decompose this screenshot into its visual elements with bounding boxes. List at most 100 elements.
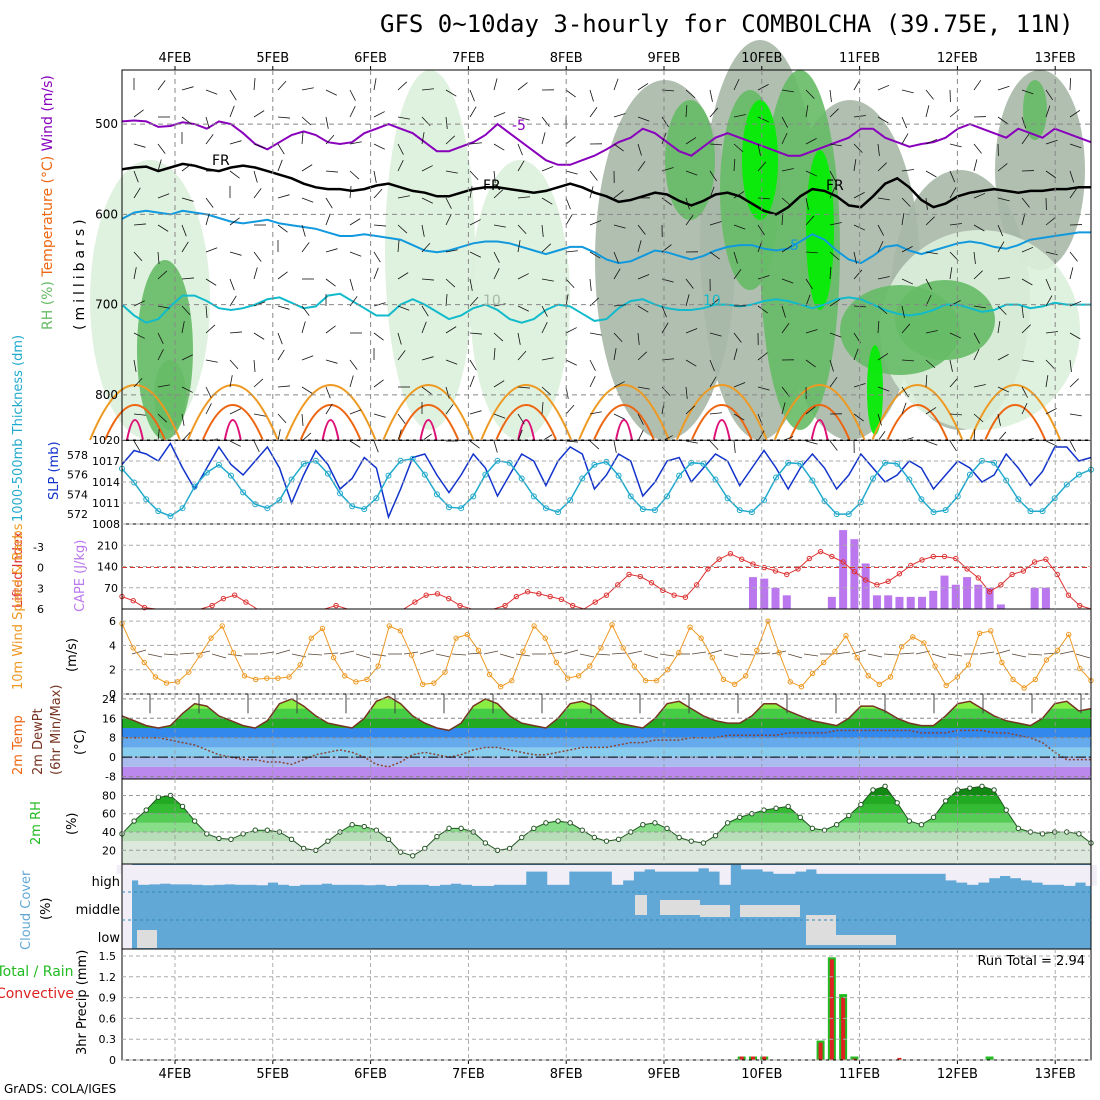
cloud-high-gap [956, 865, 968, 883]
wind-barb [565, 170, 578, 175]
wind-barb [205, 305, 208, 318]
wind-barb [829, 143, 842, 147]
wind-speed-point [1077, 665, 1083, 672]
wind-barb [1069, 77, 1072, 91]
wind-barb [997, 163, 1008, 172]
thickness-point [228, 472, 235, 479]
thickness-point [809, 477, 816, 484]
cloud-high-gap [235, 865, 247, 885]
wind-barb [973, 192, 986, 199]
thickness-point [215, 461, 222, 468]
isotherm-hot [517, 419, 536, 441]
surface-wind-barb [627, 650, 643, 655]
cloud-high-gap [773, 865, 785, 874]
wind-barb [157, 224, 169, 232]
surface-wind-barb [723, 653, 739, 658]
isotherm-warm [871, 384, 964, 441]
temp-tick-label: 8 [109, 732, 116, 745]
wind-barb [301, 164, 313, 172]
wind-speed-point [976, 630, 983, 636]
date-label-top: 6FEB [354, 51, 387, 66]
wind-barb [781, 168, 794, 172]
wind-barb [373, 332, 384, 341]
cloud-layer-label: middle [76, 903, 120, 918]
rh-point [349, 821, 355, 828]
li-point [130, 598, 136, 604]
isotherm-warm [578, 384, 670, 441]
contour-label: 10 [483, 293, 501, 309]
rh-shading [867, 345, 883, 435]
wind-barb [997, 224, 1004, 237]
cloud-high-gap [698, 865, 710, 869]
wind-barb [973, 159, 978, 172]
wind-barb [733, 413, 745, 421]
cloud-high-gap [977, 865, 990, 883]
wind-barb [709, 143, 722, 146]
wind-barb [925, 197, 928, 210]
wind-barb [733, 251, 738, 264]
li-point [648, 580, 655, 586]
wind-barb [781, 278, 794, 284]
wind-barb [373, 143, 385, 150]
grads-credit: GrADS: COLA/IGES [4, 1082, 117, 1096]
wind-barb [493, 380, 505, 388]
wind-barb [133, 109, 144, 118]
wind-speed-point [876, 681, 883, 687]
wind-barb [373, 302, 386, 307]
wind-barb [373, 224, 386, 227]
wind-barb [613, 440, 617, 453]
li-point [682, 594, 689, 600]
cape-bar [929, 590, 938, 609]
wind-barb [757, 224, 765, 236]
rh-point [385, 836, 392, 843]
cloud-high-gap [1064, 865, 1076, 886]
wind-speed-point [1010, 676, 1016, 683]
wind-speed-point [609, 622, 615, 628]
thickness-point [191, 483, 198, 490]
rh-point [700, 840, 707, 846]
wind-barb [901, 89, 914, 94]
cloud-axis-unit: (%) [39, 898, 54, 921]
wind-barb [517, 240, 521, 253]
wind-barb [349, 278, 354, 291]
rh-point [991, 787, 997, 793]
wind-barb [877, 321, 880, 334]
rh-point [397, 849, 404, 855]
li-point [502, 602, 508, 609]
wind-barb [205, 247, 218, 253]
wind-barb [877, 197, 890, 201]
cape-tick-label: 210 [97, 539, 118, 552]
wind-speed-point [575, 673, 582, 679]
wind-barb [397, 413, 406, 424]
cloud-high-gap [816, 865, 828, 874]
wind-speed-point [286, 674, 292, 680]
wind-barb [253, 267, 258, 280]
chart-title: GFS 0~10day 3-hourly for COMBOLCHA (39.7… [380, 10, 1074, 38]
cloud-mid-low-gap [836, 935, 896, 945]
wind-barb [1021, 386, 1028, 398]
wind-barb [613, 113, 626, 118]
wind-barb [469, 296, 479, 307]
date-label-bottom: 9FEB [648, 1067, 681, 1082]
thickness-point [821, 498, 828, 505]
cloud-high-gap [590, 865, 602, 872]
temp-tick-label: 16 [102, 712, 116, 725]
cloud-high-gap [288, 865, 301, 886]
thickness-point [179, 505, 186, 512]
dewpt-line [122, 729, 1091, 768]
wind-barb [253, 301, 266, 307]
cloud-high-gap [1042, 865, 1054, 885]
wind-barb [613, 348, 617, 361]
wind-barb [1045, 408, 1057, 415]
wind-barb [829, 170, 836, 182]
wind-barb [1069, 332, 1081, 340]
wind-barb [805, 251, 818, 254]
wind-barb [277, 305, 290, 310]
wind-barb [637, 332, 640, 345]
wind-barb [397, 305, 410, 311]
wind-barb [661, 386, 671, 397]
wind-barb [589, 89, 594, 102]
wind-barb [853, 79, 861, 91]
isotherm-warmer [495, 404, 558, 441]
thickness-point [506, 459, 513, 466]
